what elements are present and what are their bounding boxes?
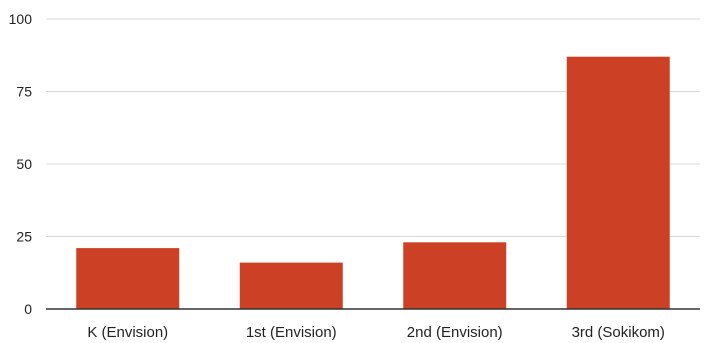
y-tick-labels: 0 25 50 75 100 <box>9 11 33 317</box>
y-tick-label: 25 <box>16 229 32 245</box>
bars <box>76 56 670 310</box>
x-tick-label: 2nd (Envision) <box>407 324 503 341</box>
bar <box>403 242 507 309</box>
x-tick-labels: K (Envision) 1st (Envision) 2nd (Envision)… <box>87 324 665 341</box>
y-tick-label: 50 <box>16 156 32 172</box>
x-tick-label: 3rd (Sokikom) <box>572 324 665 341</box>
bar <box>76 248 180 309</box>
bar <box>239 262 343 309</box>
bar <box>566 56 670 310</box>
x-tick-label: K (Envision) <box>87 324 168 341</box>
y-tick-label: 75 <box>16 84 32 100</box>
y-tick-label: 0 <box>24 301 32 317</box>
y-tick-label: 100 <box>9 11 33 27</box>
x-tick-label: 1st (Envision) <box>246 324 337 341</box>
